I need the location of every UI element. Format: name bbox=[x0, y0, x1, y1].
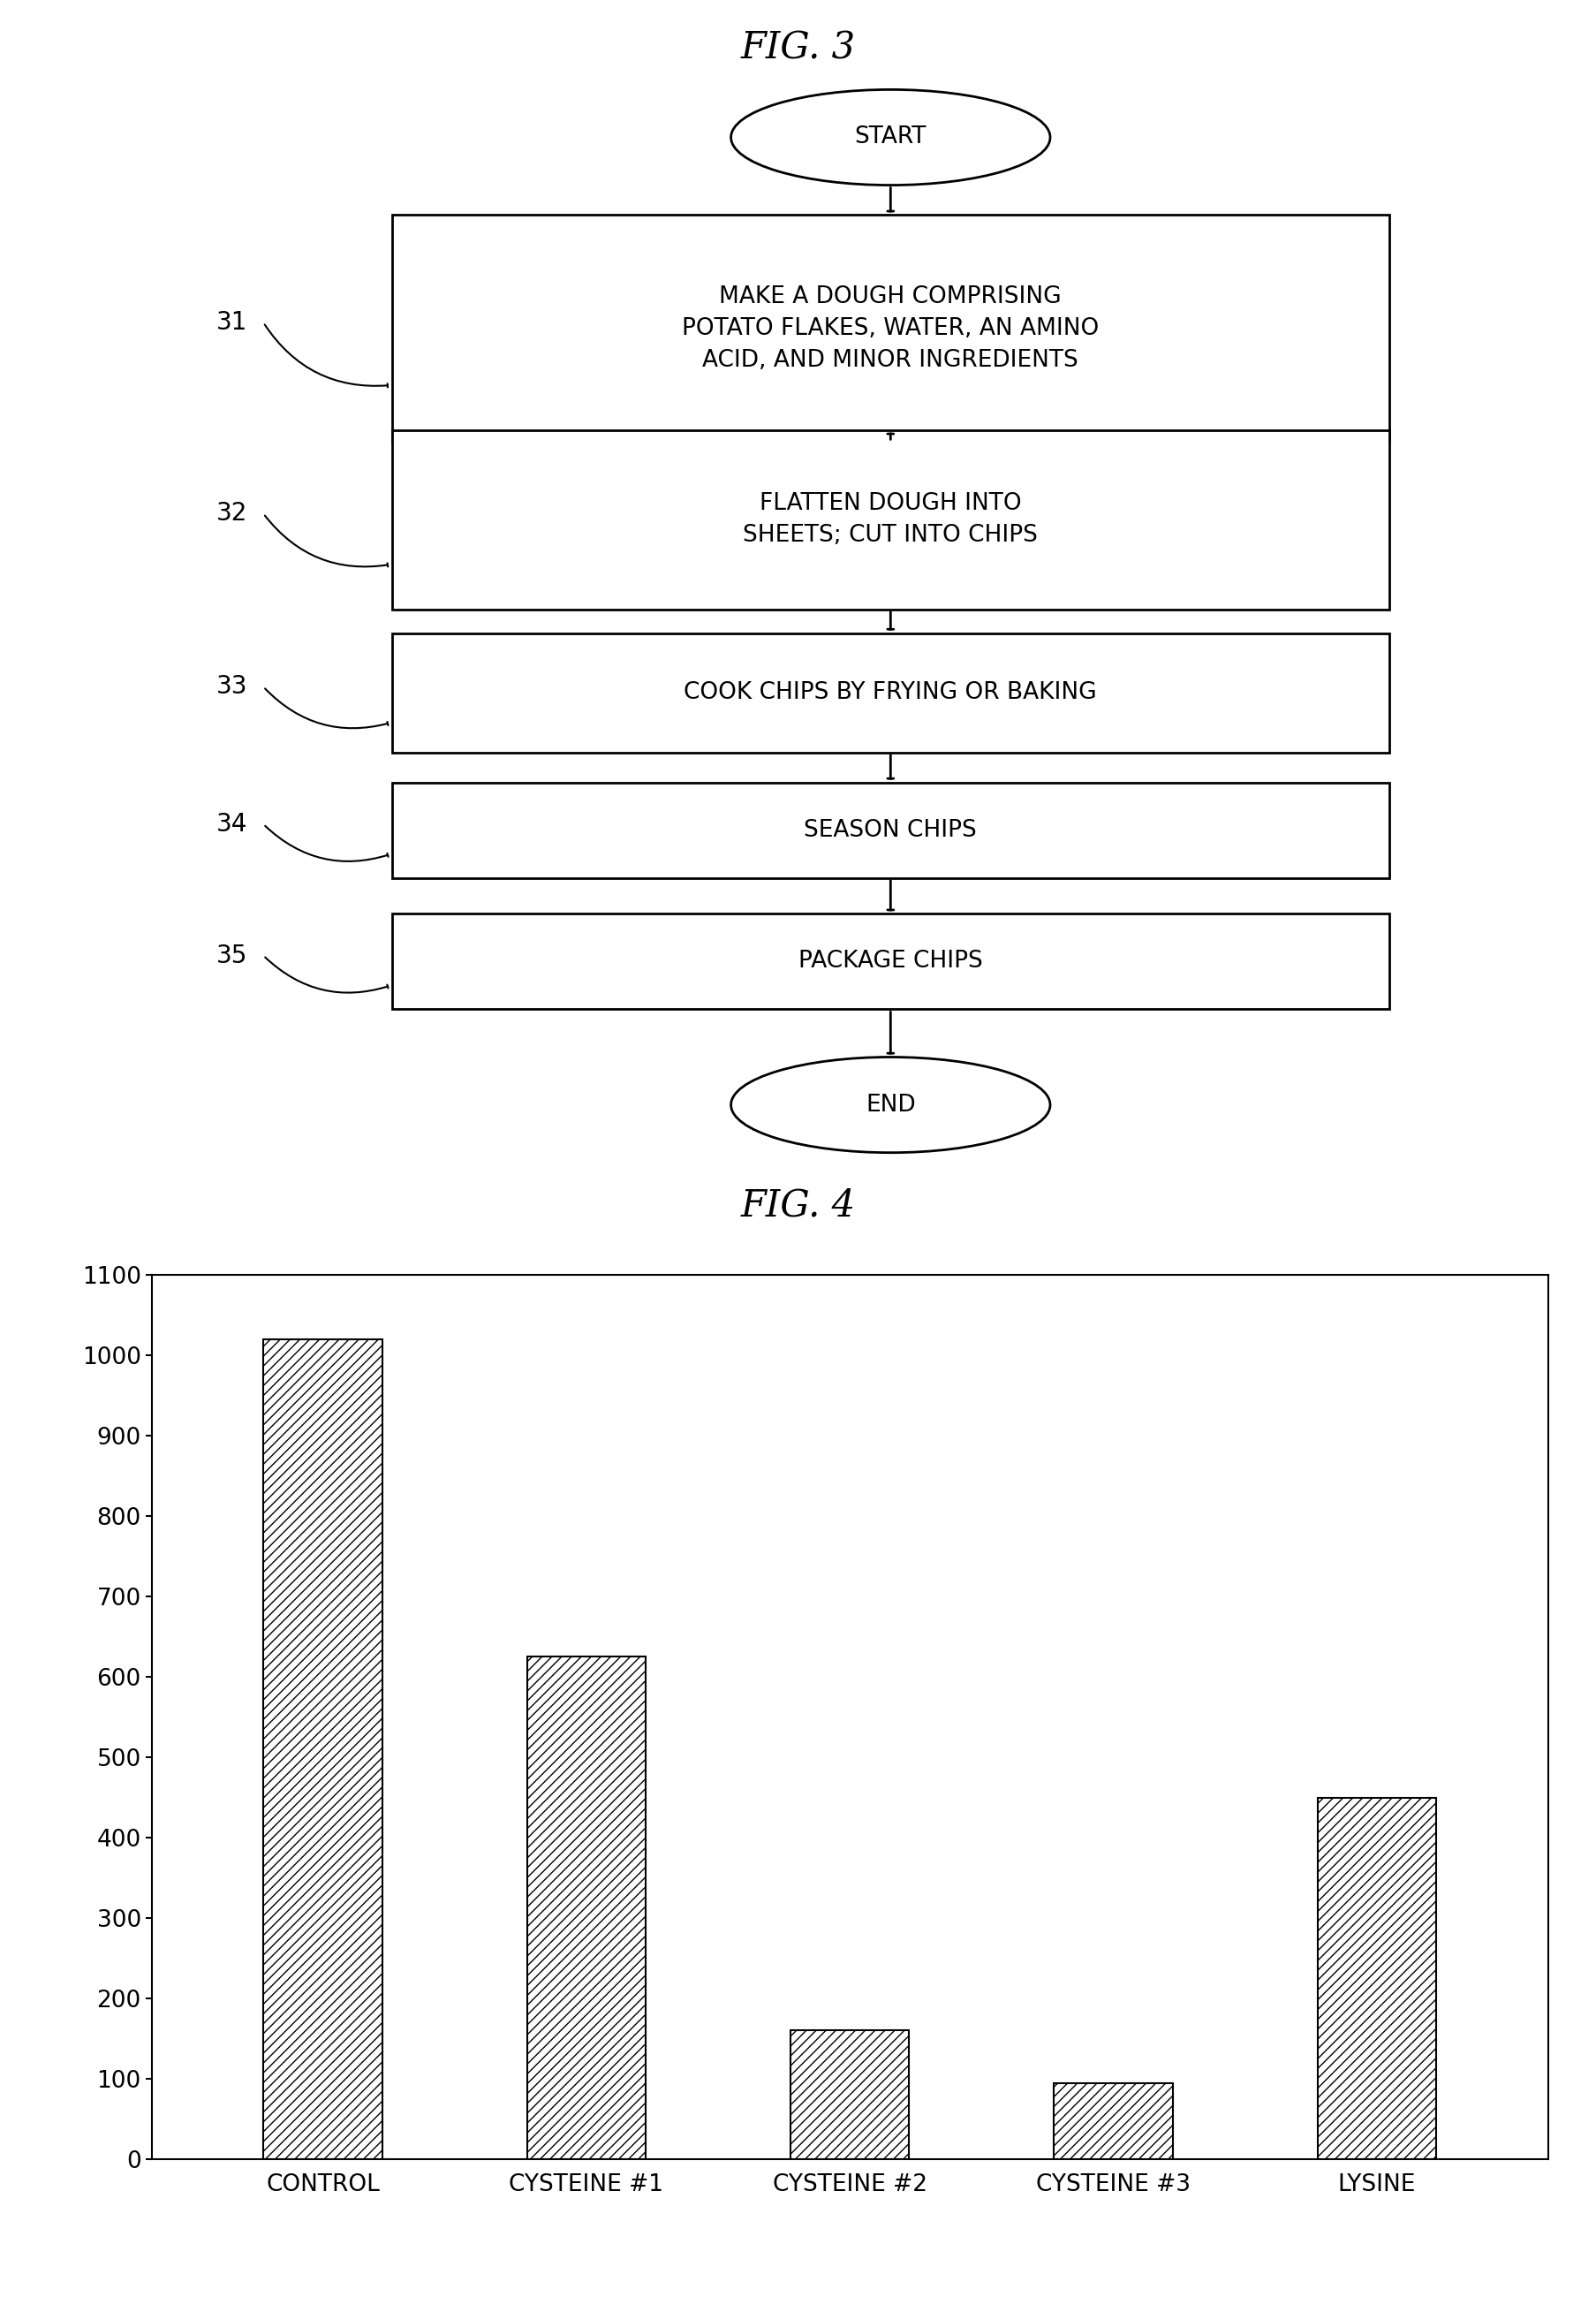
Bar bbox=[263, 1339, 381, 2159]
Bar bbox=[527, 1656, 646, 2159]
Text: 34: 34 bbox=[215, 811, 247, 836]
Bar bbox=[790, 2031, 910, 2159]
Text: FLATTEN DOUGH INTO
SHEETS; CUT INTO CHIPS: FLATTEN DOUGH INTO SHEETS; CUT INTO CHIP… bbox=[744, 492, 1037, 547]
Bar bbox=[1053, 2083, 1173, 2159]
Text: 35: 35 bbox=[215, 944, 247, 967]
Bar bbox=[393, 914, 1389, 1008]
Text: PACKAGE CHIPS: PACKAGE CHIPS bbox=[798, 951, 983, 974]
Bar bbox=[1318, 1796, 1436, 2159]
Bar bbox=[393, 430, 1389, 609]
Text: FIG. 4: FIG. 4 bbox=[741, 1188, 855, 1224]
Bar bbox=[393, 216, 1389, 441]
Text: SEASON CHIPS: SEASON CHIPS bbox=[804, 818, 977, 841]
Text: 31: 31 bbox=[215, 310, 247, 335]
Text: COOK CHIPS BY FRYING OR BAKING: COOK CHIPS BY FRYING OR BAKING bbox=[685, 682, 1096, 705]
Text: FIG. 3: FIG. 3 bbox=[741, 30, 855, 67]
Text: START: START bbox=[854, 126, 927, 149]
Text: MAKE A DOUGH COMPRISING
POTATO FLAKES, WATER, AN AMINO
ACID, AND MINOR INGREDIEN: MAKE A DOUGH COMPRISING POTATO FLAKES, W… bbox=[681, 285, 1100, 372]
Text: 32: 32 bbox=[215, 501, 247, 526]
Text: 33: 33 bbox=[215, 675, 247, 698]
Text: END: END bbox=[865, 1093, 916, 1116]
Ellipse shape bbox=[731, 90, 1050, 186]
Bar bbox=[393, 783, 1389, 877]
Bar bbox=[393, 634, 1389, 753]
Ellipse shape bbox=[731, 1057, 1050, 1153]
